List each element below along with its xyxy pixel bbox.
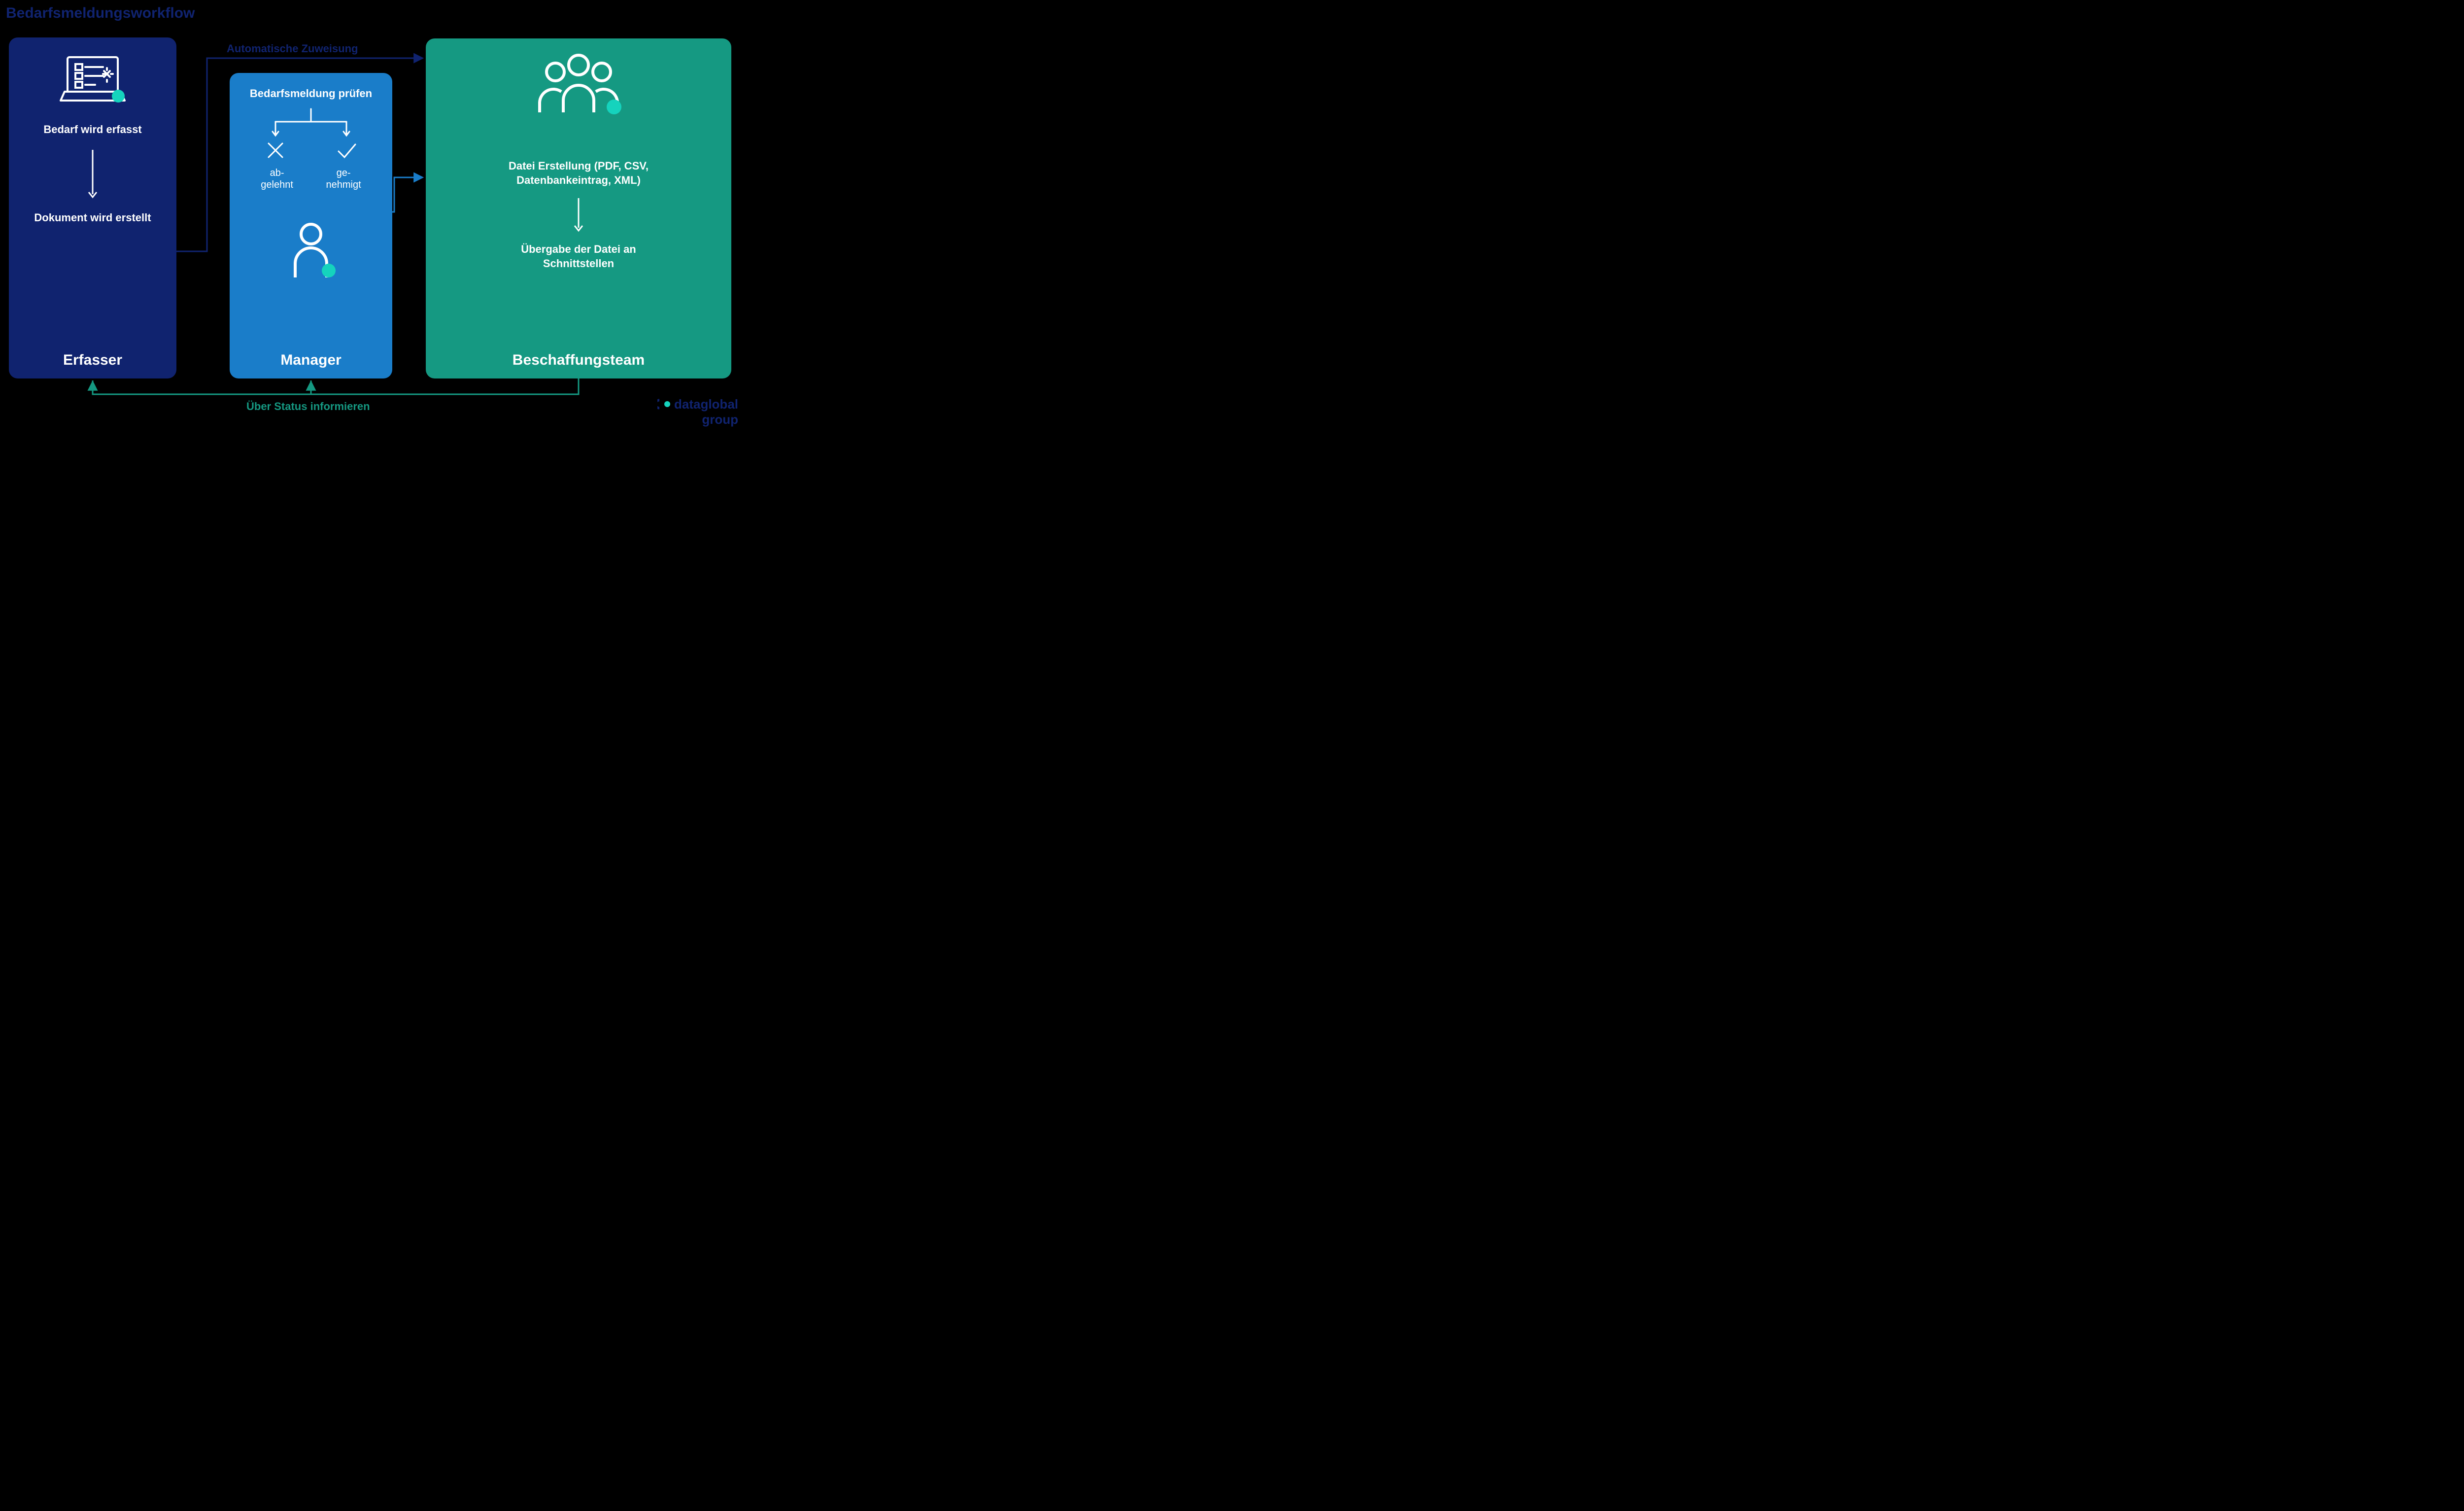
edge-label-status: Über Status informieren bbox=[246, 400, 370, 413]
node-team: Datei Erstellung (PDF, CSV, Datenbankein… bbox=[426, 38, 731, 378]
edge-team-status-feedback bbox=[93, 378, 579, 394]
team-text2: Übergabe der Datei an Schnittstellen bbox=[500, 242, 657, 271]
manager-approve-label: ge- nehmigt bbox=[326, 167, 361, 191]
manager-role-label: Manager bbox=[230, 352, 392, 369]
logo-text1: dataglobal bbox=[674, 398, 738, 411]
node-manager: Bedarfsmeldung prüfen ab- gelehnt ge- ne… bbox=[230, 73, 392, 378]
erfasser-text2: Dokument wird erstellt bbox=[9, 211, 176, 225]
diagram-title: Bedarfsmeldungsworkflow bbox=[6, 5, 195, 22]
laptop-form-icon bbox=[56, 51, 130, 105]
person-icon bbox=[286, 220, 336, 279]
team-role-label: Beschaffungsteam bbox=[426, 352, 731, 369]
brand-logo: dataglobal group bbox=[657, 398, 738, 426]
node-erfasser: Bedarf wird erfasst Dokument wird erstel… bbox=[9, 37, 176, 378]
logo-text2: group bbox=[657, 413, 738, 426]
erfasser-role-label: Erfasser bbox=[9, 352, 176, 369]
group-icon bbox=[532, 51, 625, 115]
team-text1: Datei Erstellung (PDF, CSV, Datenbankein… bbox=[495, 159, 662, 187]
manager-reject-label: ab- gelehnt bbox=[261, 167, 293, 191]
decision-branch-icon bbox=[247, 105, 375, 164]
erfasser-text1: Bedarf wird erfasst bbox=[9, 123, 176, 137]
arrow-down-icon bbox=[85, 147, 100, 201]
arrow-down-icon bbox=[571, 195, 586, 235]
manager-heading: Bedarfsmeldung prüfen bbox=[230, 87, 392, 101]
edge-label-auto-assign: Automatische Zuweisung bbox=[227, 42, 358, 55]
logo-mark-icon bbox=[657, 398, 671, 410]
